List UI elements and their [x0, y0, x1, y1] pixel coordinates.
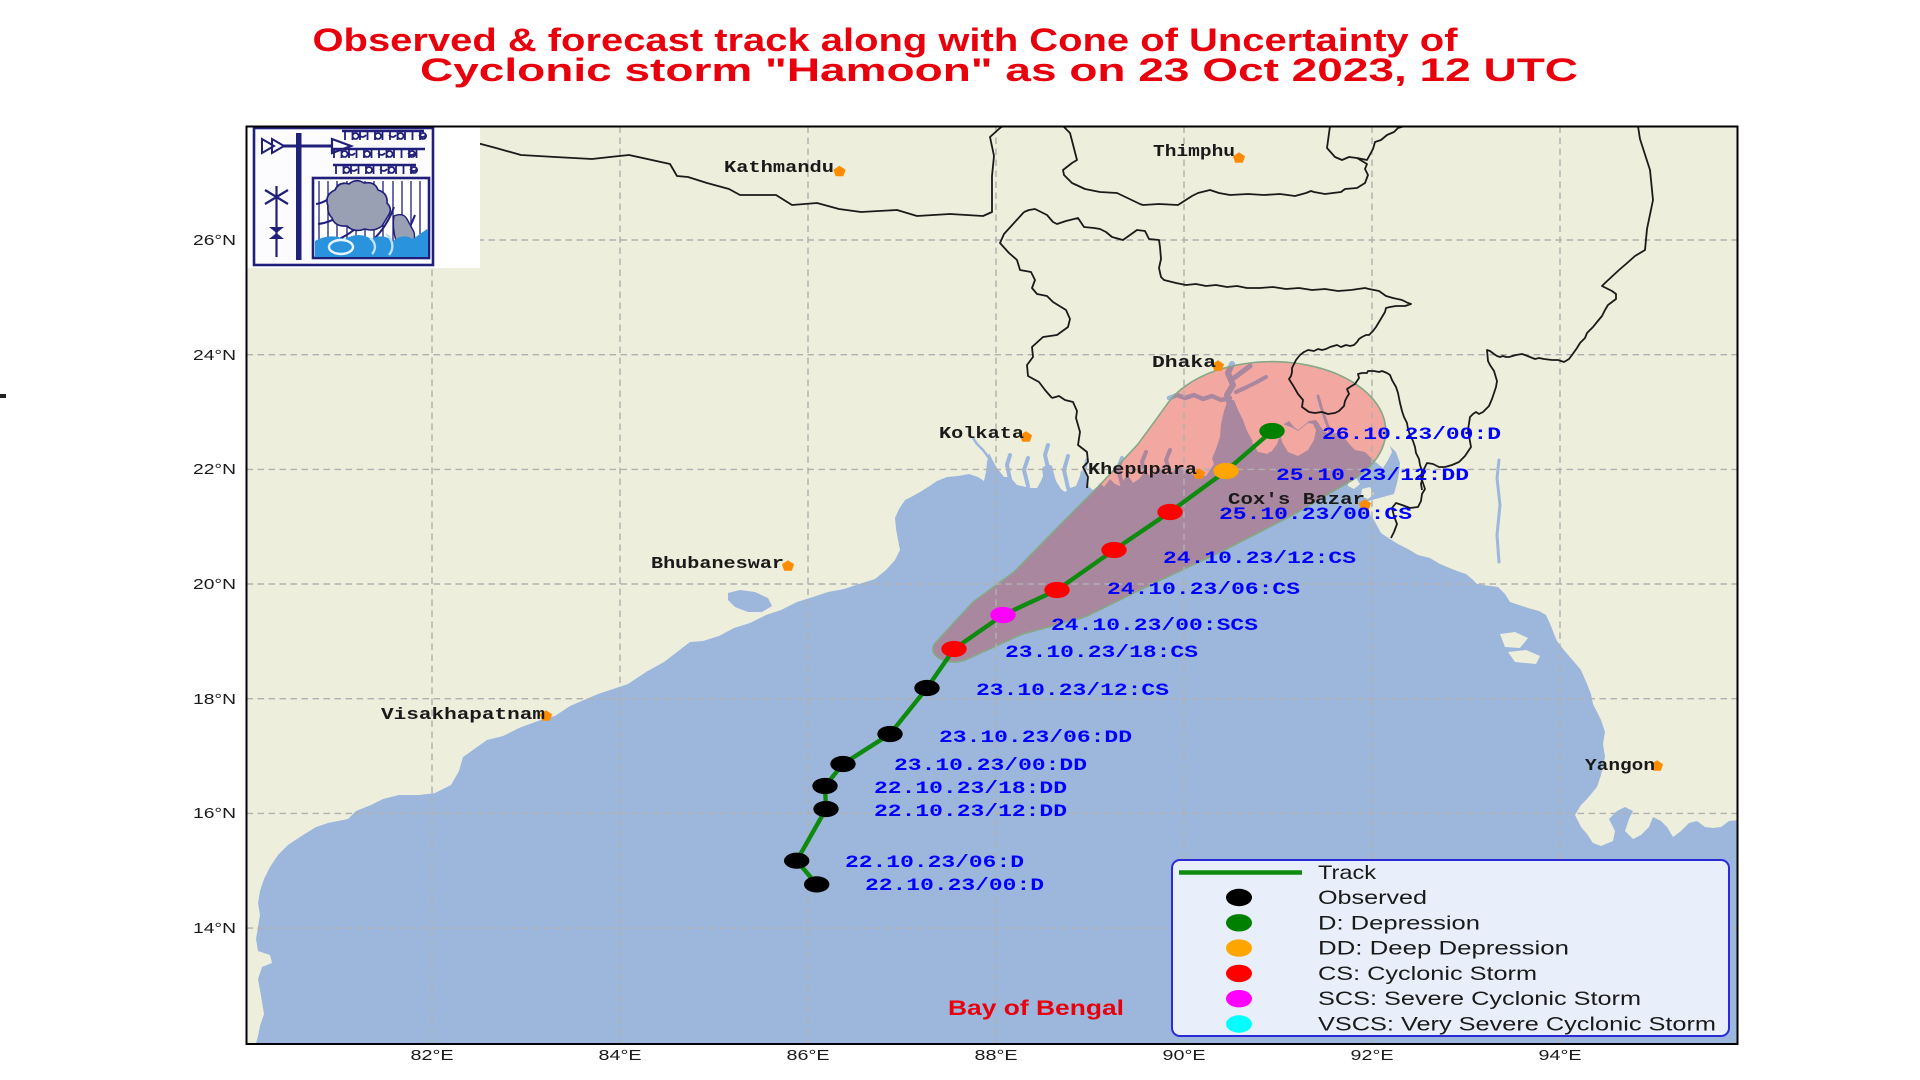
svg-text:23.10.23/12:CS: 23.10.23/12:CS	[976, 681, 1169, 701]
svg-text:Track: Track	[1318, 862, 1376, 884]
svg-text:23.10.23/00:DD: 23.10.23/00:DD	[894, 756, 1087, 776]
svg-text:SCS: Severe Cyclonic Storm: SCS: Severe Cyclonic Storm	[1318, 988, 1641, 1010]
svg-text:24°N: 24°N	[193, 348, 236, 364]
svg-text:Observed & forecast track alon: Observed & forecast track along with Con…	[313, 22, 1458, 58]
svg-text:22.10.23/18:DD: 22.10.23/18:DD	[874, 779, 1067, 799]
svg-text:26.10.23/00:D: 26.10.23/00:D	[1322, 425, 1501, 445]
svg-text:Bay of Bengal: Bay of Bengal	[948, 997, 1124, 1020]
svg-text:Observed: Observed	[1318, 887, 1427, 909]
svg-text:24.10.23/00:SCS: 24.10.23/00:SCS	[1051, 616, 1258, 636]
svg-text:Cox's Bazar: Cox's Bazar	[1228, 491, 1365, 510]
svg-text:CS: Cyclonic Storm: CS: Cyclonic Storm	[1318, 963, 1537, 985]
svg-text:25.10.23/12:DD: 25.10.23/12:DD	[1276, 466, 1469, 486]
svg-text:22°N: 22°N	[193, 462, 236, 478]
svg-text:Bhubaneswar: Bhubaneswar	[651, 555, 784, 574]
svg-text:Yangon: Yangon	[1585, 757, 1655, 776]
svg-text:Kolkata: Kolkata	[939, 425, 1024, 444]
svg-text:22.10.23/12:DD: 22.10.23/12:DD	[874, 802, 1067, 822]
svg-text:Cyclonic storm "Hamoon" as on: Cyclonic storm "Hamoon" as on 23 Oct 202…	[420, 52, 1578, 88]
svg-text:24.10.23/12:CS: 24.10.23/12:CS	[1163, 549, 1356, 569]
svg-text:88°E: 88°E	[975, 1048, 1018, 1064]
svg-text:23.10.23/18:CS: 23.10.23/18:CS	[1005, 643, 1198, 663]
svg-text:18°N: 18°N	[193, 692, 236, 708]
svg-text:84°E: 84°E	[599, 1048, 642, 1064]
svg-text:VSCS: Very Severe Cyclonic Sto: VSCS: Very Severe Cyclonic Storm	[1318, 1014, 1716, 1036]
svg-text:16°N: 16°N	[193, 806, 236, 822]
svg-text:92°E: 92°E	[1351, 1048, 1394, 1064]
svg-text:24.10.23/06:CS: 24.10.23/06:CS	[1107, 580, 1300, 600]
svg-text:DD: Deep Depression: DD: Deep Depression	[1318, 938, 1569, 960]
svg-text:26°N: 26°N	[193, 233, 236, 249]
svg-text:Thimphu: Thimphu	[1153, 143, 1235, 162]
svg-text:86°E: 86°E	[787, 1048, 830, 1064]
svg-text:14°N: 14°N	[193, 921, 236, 937]
svg-text:22.10.23/00:D: 22.10.23/00:D	[865, 876, 1044, 896]
svg-text:94°E: 94°E	[1539, 1048, 1582, 1064]
svg-text:90°E: 90°E	[1163, 1048, 1206, 1064]
svg-text:25.10.23/00:CS: 25.10.23/00:CS	[1219, 505, 1412, 525]
svg-text:23.10.23/06:DD: 23.10.23/06:DD	[939, 728, 1132, 748]
svg-text:Dhaka: Dhaka	[1152, 354, 1216, 373]
svg-text:D: Depression: D: Depression	[1318, 912, 1480, 934]
svg-text:82°E: 82°E	[411, 1048, 454, 1064]
svg-text:Visakhapatnam: Visakhapatnam	[381, 706, 545, 725]
svg-text:20°N: 20°N	[193, 577, 236, 593]
svg-text:Kathmandu: Kathmandu	[724, 159, 834, 178]
svg-text:22.10.23/06:D: 22.10.23/06:D	[845, 853, 1024, 873]
svg-text:Khepupara: Khepupara	[1088, 461, 1197, 480]
